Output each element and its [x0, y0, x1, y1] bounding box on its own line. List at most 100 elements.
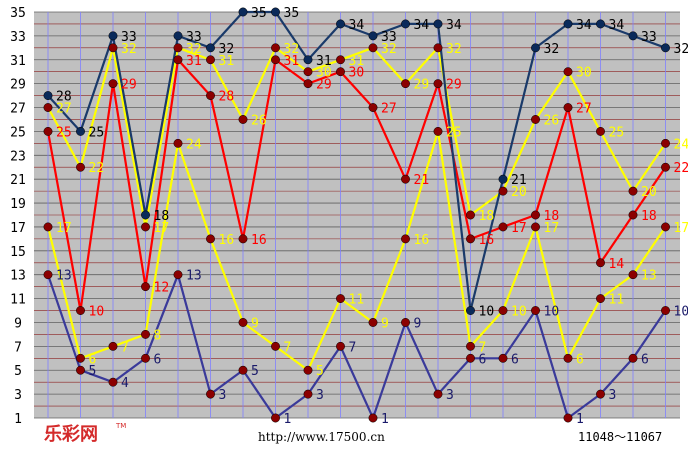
series-red-marker	[401, 174, 410, 184]
series-yellow-upper-marker	[498, 186, 508, 196]
series-yellow-lower-label: 6	[576, 352, 584, 367]
series-bottom-marker	[466, 353, 475, 363]
series-red-label: 21	[414, 173, 430, 188]
series-top-marker	[466, 306, 475, 315]
series-yellow-upper-marker	[238, 115, 248, 124]
series-top-label: 33	[641, 30, 657, 45]
series-bottom-label: 1	[284, 412, 292, 427]
series-bottom-label: 9	[414, 316, 422, 331]
y-tick-label: 29	[10, 78, 26, 93]
series-bottom-marker	[661, 306, 670, 315]
y-tick-label: 27	[10, 102, 26, 117]
series-yellow-upper-marker	[108, 43, 118, 53]
series-red-label: 12	[154, 281, 170, 296]
series-yellow-lower-marker	[76, 353, 85, 363]
series-yellow-lower-label: 24	[186, 137, 202, 152]
series-yellow-upper-marker	[531, 115, 540, 124]
series-yellow-lower-marker	[401, 234, 410, 244]
series-yellow-lower-marker	[206, 234, 215, 244]
series-top-marker	[173, 31, 183, 41]
series-yellow-upper-marker	[661, 138, 670, 148]
series-yellow-upper-marker	[401, 79, 410, 89]
series-bottom-label: 10	[674, 305, 688, 320]
series-bottom-marker	[596, 389, 605, 399]
series-yellow-lower-label: 5	[316, 364, 324, 379]
y-tick-label: 17	[10, 221, 26, 236]
series-yellow-upper-label: 29	[414, 78, 430, 93]
series-red-marker	[368, 103, 378, 112]
series-top-marker	[531, 43, 540, 53]
footer-url: http://www.17500.cn	[258, 430, 385, 444]
series-top-marker	[303, 55, 313, 65]
series-bottom-label: 13	[56, 269, 72, 284]
series-bottom-label: 13	[186, 269, 202, 284]
series-red-marker	[141, 282, 150, 292]
series-yellow-lower-line	[46, 130, 667, 372]
series-yellow-lower-label: 7	[121, 340, 129, 355]
series-yellow-upper-marker	[336, 55, 345, 65]
series-bottom-label: 1	[576, 412, 584, 427]
y-tick-label: 3	[14, 388, 22, 403]
series-yellow-upper-label: 17	[154, 221, 170, 236]
series-bottom-label: 7	[349, 340, 357, 355]
series-yellow-lower-label: 17	[544, 221, 560, 236]
series-red-label: 27	[576, 102, 592, 117]
series-yellow-upper-label: 25	[609, 125, 625, 140]
series-yellow-lower-marker	[271, 341, 280, 351]
series-top-label: 34	[576, 18, 592, 33]
series-red-marker	[336, 67, 345, 77]
series-bottom-marker	[563, 413, 573, 423]
series-yellow-upper-marker	[466, 210, 475, 220]
series-top-marker	[141, 210, 150, 220]
series-top-label: 32	[544, 42, 560, 57]
series-yellow-upper-marker	[303, 67, 313, 77]
series-yellow-lower-label: 25	[446, 125, 462, 140]
series-bottom-label: 4	[121, 376, 129, 391]
series-yellow-upper-label: 32	[284, 42, 300, 57]
series-red-marker	[108, 79, 118, 89]
series-red-marker	[173, 55, 183, 65]
series-bottom-marker	[238, 365, 248, 375]
series-yellow-lower-label: 8	[154, 328, 162, 343]
series-bottom-label: 5	[89, 364, 97, 379]
series-yellow-upper-marker	[563, 67, 573, 77]
series-red-label: 30	[349, 66, 365, 81]
series-yellow-lower-label: 16	[414, 233, 430, 248]
y-tick-label: 23	[10, 149, 26, 164]
series-top-label: 34	[446, 18, 462, 33]
series-bottom-marker	[498, 353, 508, 363]
series-top-marker	[206, 43, 215, 53]
y-tick-label: 1	[14, 412, 22, 427]
series-red-label: 16	[251, 233, 267, 248]
series-yellow-lower-label: 9	[381, 316, 389, 331]
series-red-marker	[628, 210, 638, 220]
series-yellow-lower-marker	[108, 341, 118, 351]
series-bottom-label: 6	[511, 352, 519, 367]
series-top-marker	[238, 7, 248, 17]
series-red-label: 29	[446, 78, 462, 93]
series-top-marker	[76, 126, 85, 136]
series-bottom-marker	[433, 389, 443, 399]
series-bottom-marker	[43, 270, 53, 280]
series-bottom-label: 6	[154, 352, 162, 367]
series-top-marker	[271, 7, 280, 17]
series-yellow-lower-label: 9	[251, 316, 259, 331]
series-yellow-upper-marker	[433, 43, 443, 53]
series-yellow-lower-marker	[466, 341, 475, 351]
series-yellow-upper-marker	[368, 43, 378, 53]
series-top-label: 34	[414, 18, 430, 33]
y-tick-label: 9	[14, 316, 22, 331]
series-top-label: 34	[609, 18, 625, 33]
series-yellow-lower-label: 6	[89, 352, 97, 367]
series-bottom-marker	[271, 413, 280, 423]
series-red-label: 31	[284, 54, 300, 69]
series-bottom-label: 10	[544, 305, 560, 320]
series-bottom-marker	[401, 318, 410, 327]
series-bottom-marker	[336, 341, 345, 351]
series-red-marker	[466, 234, 475, 244]
series-red-marker	[271, 55, 280, 65]
series-bottom-label: 5	[251, 364, 259, 379]
series-red-marker	[206, 91, 215, 101]
